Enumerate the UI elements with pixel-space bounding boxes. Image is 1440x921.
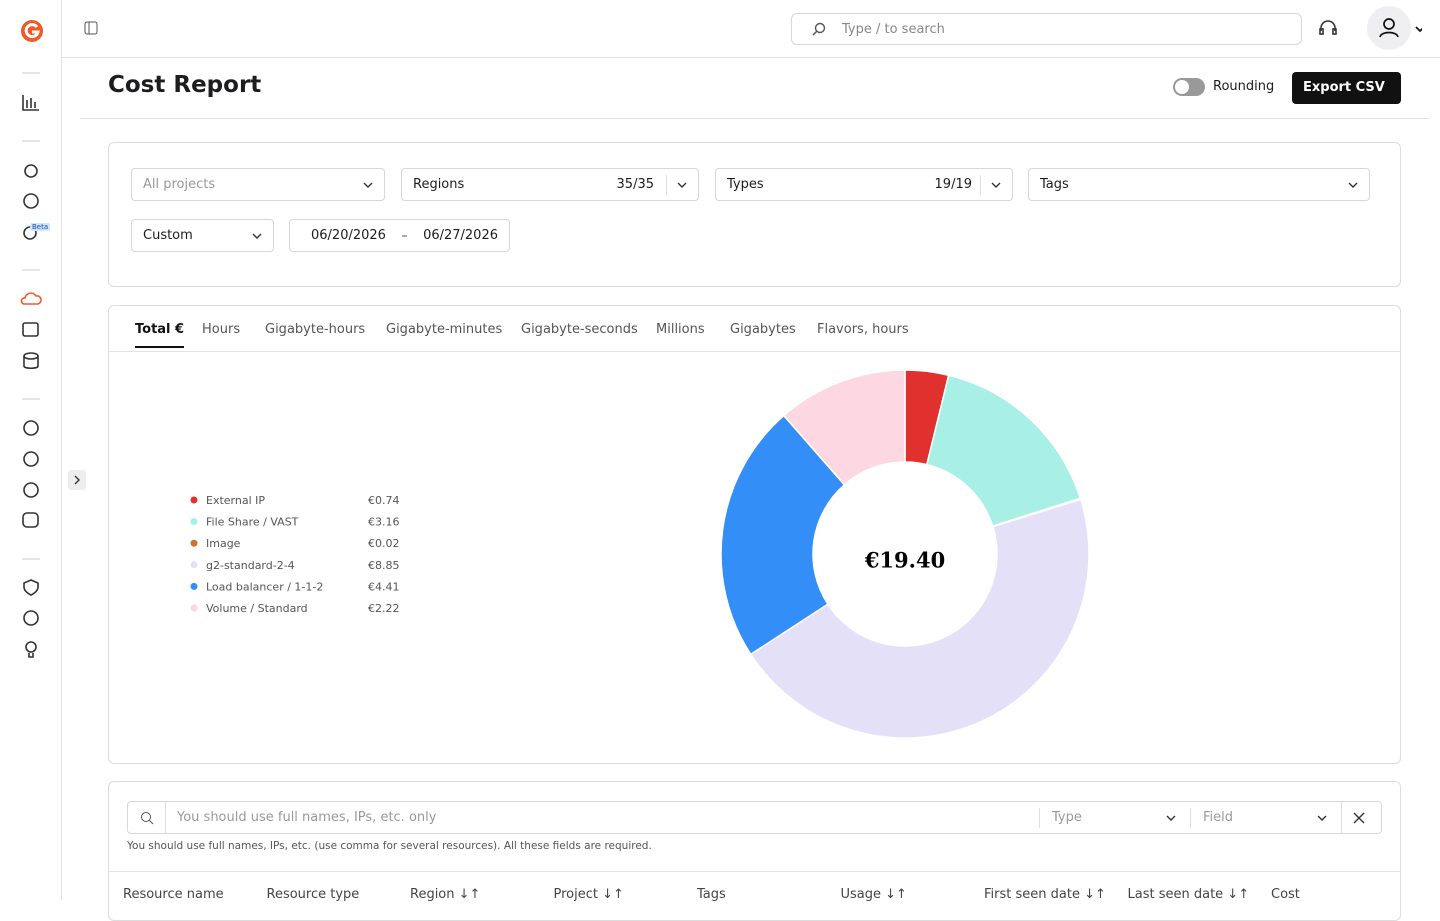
tags-text: Tags xyxy=(1040,177,1069,192)
donut-segment xyxy=(749,498,1090,739)
rounding-label: Rounding xyxy=(1213,79,1275,94)
column-header: Resource name xyxy=(123,887,224,902)
divider xyxy=(80,118,1430,119)
tabs-divider xyxy=(109,351,1400,352)
legend-value: €8.85 xyxy=(368,559,400,572)
export-button[interactable]: Export CSV xyxy=(1292,72,1401,104)
search-icon xyxy=(141,811,154,824)
legend-label: Load balancer / 1-1-2 xyxy=(206,580,323,593)
chevron xyxy=(1166,815,1176,821)
period-select[interactable]: Custom xyxy=(131,219,274,252)
beta-badge: Beta xyxy=(30,223,51,231)
arrow xyxy=(401,235,408,236)
legend-value: €2.22 xyxy=(368,602,400,615)
column-header[interactable]: Last seen date ↓↑ xyxy=(1127,887,1250,902)
tab[interactable]: Gigabytes xyxy=(730,322,796,337)
tab[interactable]: Hours xyxy=(202,322,241,337)
logo[interactable] xyxy=(20,18,44,44)
support-button[interactable] xyxy=(1318,19,1338,39)
column-header[interactable]: Usage ↓↑ xyxy=(840,887,907,902)
sidebar-icons xyxy=(20,72,42,658)
date-range[interactable]: 06/20/2026 06/27/2026 xyxy=(289,219,510,252)
types-count: 19/19 xyxy=(934,177,972,192)
period-text: Custom xyxy=(143,228,193,243)
donut-segment xyxy=(782,369,906,486)
legend-swatch xyxy=(190,518,198,526)
donut-segment xyxy=(925,374,1082,528)
page-title: Cost Report xyxy=(108,72,262,98)
legend-swatch xyxy=(190,496,198,504)
rounding-toggle[interactable] xyxy=(1173,78,1205,96)
projects-text: All projects xyxy=(143,177,216,192)
expand-handle[interactable] xyxy=(68,470,86,490)
chevron xyxy=(1348,182,1358,188)
legend-value: €3.16 xyxy=(368,516,400,529)
legend-swatch xyxy=(190,582,198,590)
field-select[interactable]: Field xyxy=(1203,810,1234,825)
tab[interactable]: Millions xyxy=(656,322,705,337)
donut-chart: €19.40 External IP €0.74 File Share / VAST… xyxy=(190,369,1090,739)
regions-select[interactable]: Regions 35/35 xyxy=(401,168,699,201)
tab[interactable]: Flavors, hours xyxy=(817,322,909,337)
legend-swatch xyxy=(190,539,198,547)
sidebar: Beta xyxy=(0,0,62,900)
date-to: 06/27/2026 xyxy=(423,228,498,243)
column-header: Tags xyxy=(697,887,726,902)
tab[interactable]: Total € xyxy=(135,322,185,348)
tab[interactable]: Gigabyte-seconds xyxy=(521,322,638,337)
legend-value: €4.41 xyxy=(368,580,400,593)
legend-value: €0.02 xyxy=(368,537,400,550)
chevron xyxy=(1317,815,1327,821)
clear-button[interactable] xyxy=(1353,812,1365,824)
projects-select[interactable]: All projects xyxy=(131,168,385,201)
legend-value: €0.74 xyxy=(368,494,400,507)
tab[interactable]: Gigabyte-hours xyxy=(265,322,366,337)
legend-swatch xyxy=(190,604,198,612)
date-from: 06/20/2026 xyxy=(311,228,386,243)
table-divider xyxy=(109,871,1400,872)
topbar: Type / to search xyxy=(62,0,1440,58)
user-menu[interactable] xyxy=(1367,6,1411,50)
chevron xyxy=(252,233,262,239)
chevron xyxy=(677,182,687,188)
donut-segment xyxy=(720,414,846,656)
tab[interactable]: Gigabyte-minutes xyxy=(386,322,503,337)
resource-input[interactable]: You should use full names, IPs, etc. onl… xyxy=(177,810,437,825)
donut-center-label: €19.40 xyxy=(864,548,945,573)
legend-swatch xyxy=(190,561,198,569)
column-header: Resource type xyxy=(266,887,360,902)
column-header[interactable]: Region ↓↑ xyxy=(410,887,481,902)
type-select[interactable]: Type xyxy=(1052,810,1082,825)
chevron xyxy=(991,182,1001,188)
legend-label: Image xyxy=(206,537,241,550)
chart-card xyxy=(108,305,1401,764)
legend-label: g2-standard-2-4 xyxy=(206,559,295,572)
column-header[interactable]: First seen date ↓↑ xyxy=(984,887,1106,902)
user-icon xyxy=(1379,18,1422,38)
search-hint: You should use full names, IPs, etc. (us… xyxy=(127,840,652,852)
regions-count: 35/35 xyxy=(616,177,654,192)
legend-label: Volume / Standard xyxy=(206,602,308,615)
tags-select[interactable]: Tags xyxy=(1028,168,1370,201)
chevron xyxy=(363,182,373,188)
column-header: Cost xyxy=(1271,887,1300,902)
regions-text: Regions xyxy=(413,177,465,192)
types-select[interactable]: Types 19/19 xyxy=(715,168,1013,201)
search-icon xyxy=(812,22,826,36)
resource-search[interactable]: You should use full names, IPs, etc. onl… xyxy=(127,801,1382,834)
global-search[interactable]: Type / to search xyxy=(791,13,1302,45)
filters-card xyxy=(108,142,1401,287)
column-header[interactable]: Project ↓↑ xyxy=(553,887,624,902)
collapse-button[interactable] xyxy=(84,21,98,35)
types-text: Types xyxy=(727,177,764,192)
legend-label: External IP xyxy=(206,494,265,507)
legend-label: File Share / VAST xyxy=(206,516,299,529)
